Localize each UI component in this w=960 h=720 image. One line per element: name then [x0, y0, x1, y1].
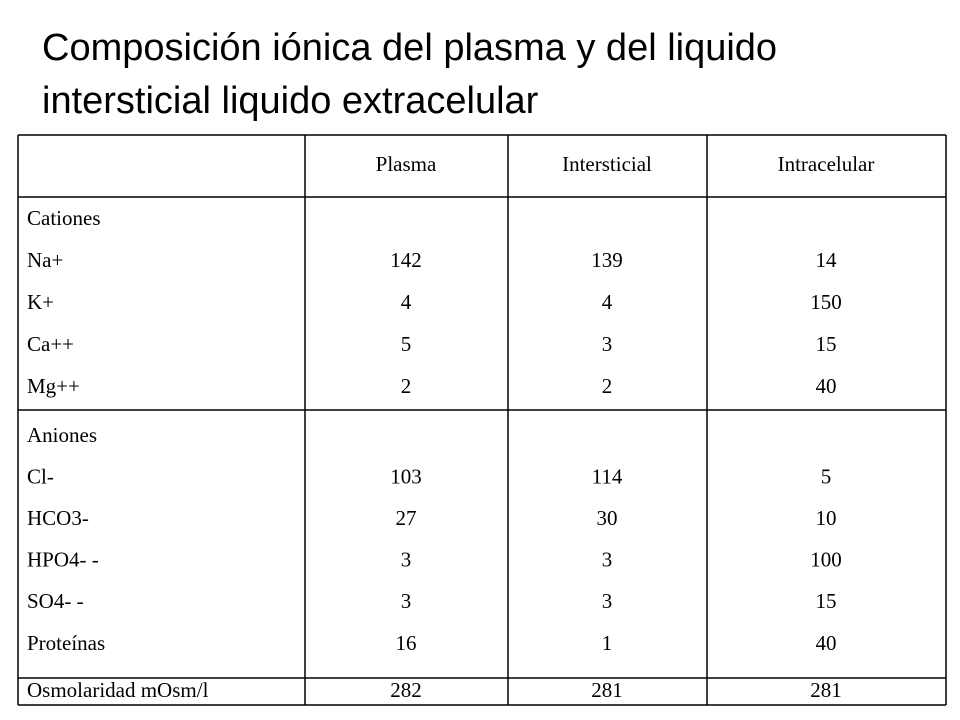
cell-value: 3	[401, 589, 412, 613]
cell-value: 4	[401, 290, 412, 314]
total-value: 281	[810, 678, 842, 702]
column-header: Intracelular	[778, 152, 875, 176]
cell-value: 10	[816, 506, 837, 530]
row-label: Cl-	[27, 464, 54, 488]
row-label: HCO3-	[27, 506, 89, 530]
row-label: Proteínas	[27, 631, 105, 655]
column-header: Plasma	[376, 152, 437, 176]
row-label: HPO4- -	[27, 548, 99, 572]
row-label: Ca++	[27, 332, 74, 356]
group-label: Aniones	[27, 423, 97, 447]
table-borders	[17, 134, 947, 706]
cell-value: 4	[602, 290, 613, 314]
cell-value: 142	[390, 248, 422, 272]
row-label: SO4- -	[27, 589, 84, 613]
cell-value: 40	[816, 374, 837, 398]
cell-value: 27	[396, 506, 417, 530]
group-label: Cationes	[27, 206, 101, 230]
cell-value: 100	[810, 548, 842, 572]
cell-value: 2	[401, 374, 412, 398]
cell-value: 14	[816, 248, 838, 272]
cell-value: 3	[602, 589, 613, 613]
total-value: 281	[591, 678, 623, 702]
cell-value: 139	[591, 248, 623, 272]
cell-value: 15	[816, 332, 837, 356]
cell-value: 1	[602, 631, 613, 655]
slide-title: Composición iónica del plasma y del liqu…	[42, 27, 778, 122]
cell-value: 114	[592, 464, 623, 488]
cell-value: 40	[816, 631, 837, 655]
cell-value: 3	[401, 548, 412, 572]
row-label: Mg++	[27, 374, 80, 398]
cell-value: 16	[396, 631, 417, 655]
total-value: 282	[390, 678, 422, 702]
cell-value: 3	[602, 332, 613, 356]
row-label: K+	[27, 290, 54, 314]
row-label: Na+	[27, 248, 63, 272]
cell-value: 5	[821, 464, 832, 488]
cell-value: 3	[602, 548, 613, 572]
cell-value: 5	[401, 332, 412, 356]
cell-value: 2	[602, 374, 613, 398]
cell-value: 15	[816, 589, 837, 613]
cell-value: 103	[390, 464, 422, 488]
total-label: Osmolaridad mOsm/l	[27, 678, 209, 702]
cell-value: 30	[597, 506, 618, 530]
cell-value: 150	[810, 290, 842, 314]
column-header: Intersticial	[562, 152, 652, 176]
